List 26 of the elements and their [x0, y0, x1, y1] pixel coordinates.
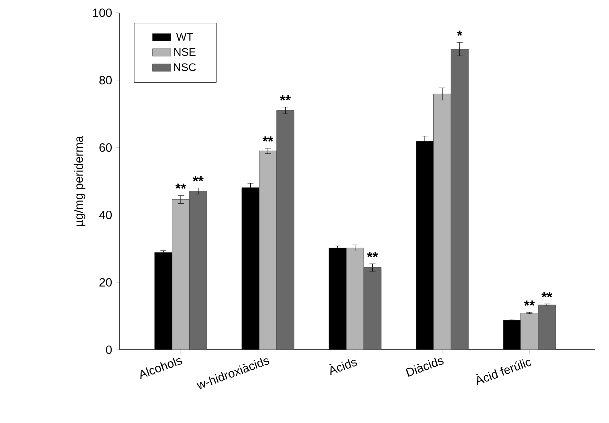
- y-tick-label: 20: [100, 278, 112, 287]
- x-tick-label: Àcid ferúlic: [476, 359, 532, 386]
- annotation: *: [457, 30, 463, 36]
- annotation: **: [542, 292, 553, 298]
- annotation: **: [524, 300, 536, 306]
- bar: [276, 110, 295, 350]
- y-tick-label: 0: [106, 346, 112, 354]
- bar: [364, 268, 382, 350]
- y-tick-label: 80: [100, 76, 112, 85]
- legend-label: NSC: [174, 64, 196, 72]
- legend-label: NSE: [174, 48, 196, 56]
- y-tick-label: 60: [100, 144, 112, 152]
- bar: [190, 191, 208, 350]
- annotation: **: [193, 176, 204, 182]
- legend-label: WT: [176, 33, 194, 41]
- y-tick-label: 100: [93, 8, 112, 18]
- annotation: **: [262, 136, 274, 142]
- annotation: **: [280, 96, 292, 101]
- bar: [451, 49, 469, 350]
- x-tick-label: Àcids: [329, 359, 358, 376]
- y-tick-label: 40: [99, 210, 112, 220]
- bar: [538, 304, 556, 350]
- annotation: **: [367, 252, 378, 258]
- x-tick-label: Diàcids: [406, 358, 444, 377]
- annotation: **: [176, 184, 186, 190]
- y-axis-title: µg/mg periderma: [74, 136, 86, 226]
